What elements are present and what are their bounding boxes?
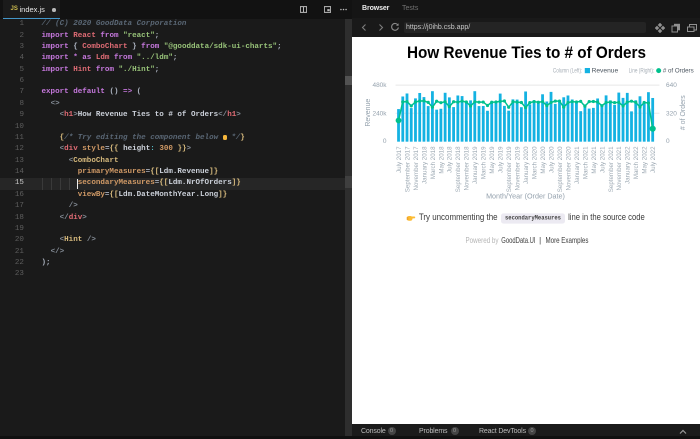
svg-text:March 2022: March 2022	[633, 145, 640, 178]
svg-text:Line (Right):: Line (Right):	[629, 68, 655, 74]
svg-text:July 2022: July 2022	[650, 145, 657, 172]
svg-text:Month/Year (Order Date): Month/Year (Order Date)	[486, 191, 565, 200]
svg-text:November 2021: November 2021	[616, 145, 623, 190]
svg-text:GoodData.UI: GoodData.UI	[501, 235, 535, 244]
svg-text:Revenue: Revenue	[365, 98, 372, 126]
svg-text:May 2019: May 2019	[489, 145, 496, 173]
svg-text:Try uncommenting the: Try uncommenting the	[419, 211, 498, 222]
svg-text:secondaryMeasures: secondaryMeasures	[505, 214, 561, 221]
svg-text:How Revenue Ties to # of Order: How Revenue Ties to # of Orders	[407, 42, 646, 61]
svg-text:March 2021: March 2021	[582, 145, 589, 178]
svg-text:July 2018: July 2018	[447, 145, 454, 172]
svg-text:January 2021: January 2021	[574, 145, 581, 183]
svg-text:480k: 480k	[372, 81, 387, 88]
svg-text:January 2022: January 2022	[625, 145, 632, 183]
svg-text:# of Orders: # of Orders	[680, 94, 687, 129]
svg-text:July 2020: July 2020	[548, 145, 555, 172]
svg-text:May 2020: May 2020	[540, 145, 547, 173]
svg-text:May 2021: May 2021	[591, 145, 598, 173]
svg-text:September 2017: September 2017	[404, 145, 411, 191]
svg-text:July 2021: July 2021	[599, 145, 606, 172]
svg-text:September 2021: September 2021	[608, 145, 615, 191]
svg-text:September 2019: September 2019	[506, 145, 513, 191]
svg-text:March 2020: March 2020	[531, 145, 538, 178]
svg-text:September 2018: September 2018	[455, 145, 462, 191]
svg-text:November 2019: November 2019	[515, 145, 522, 190]
svg-text:240k: 240k	[372, 110, 387, 117]
svg-text:# of Orders: # of Orders	[663, 67, 694, 74]
svg-text:line in the source code: line in the source code	[568, 211, 645, 222]
svg-text:0: 0	[383, 137, 387, 144]
svg-text:March 2019: March 2019	[481, 145, 488, 178]
svg-text:640: 640	[666, 81, 677, 88]
svg-text:January 2019: January 2019	[472, 145, 479, 183]
svg-text:|: |	[539, 235, 541, 244]
svg-text:0: 0	[666, 137, 670, 144]
svg-text:Column (Left):: Column (Left):	[553, 68, 583, 74]
svg-text:November 2020: November 2020	[565, 145, 572, 190]
svg-text:January 2020: January 2020	[523, 145, 530, 183]
svg-text:Powered by: Powered by	[466, 235, 499, 244]
svg-text:More Examples: More Examples	[545, 235, 588, 244]
svg-text:May 2018: May 2018	[438, 145, 445, 173]
svg-text:May 2022: May 2022	[642, 145, 649, 173]
svg-text:November 2018: November 2018	[464, 145, 471, 190]
svg-text:320: 320	[666, 110, 677, 117]
svg-text:September 2020: September 2020	[557, 145, 564, 191]
svg-text:July 2017: July 2017	[396, 145, 403, 172]
svg-text:November 2017: November 2017	[413, 145, 420, 190]
svg-text:January 2018: January 2018	[421, 145, 428, 183]
svg-text:Revenue: Revenue	[592, 67, 619, 74]
svg-text:July 2019: July 2019	[498, 145, 505, 172]
svg-text:March 2018: March 2018	[430, 145, 437, 178]
